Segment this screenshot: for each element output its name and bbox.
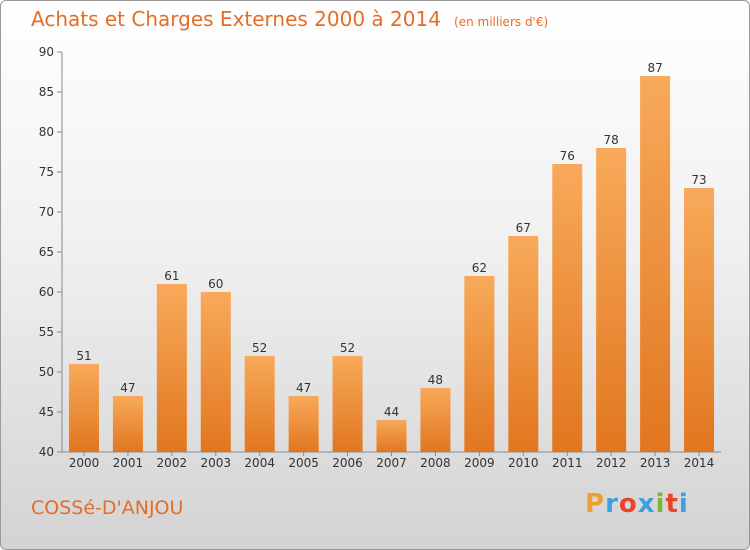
y-tick-label: 75 xyxy=(39,165,54,179)
proxiti-logo: Proxiti xyxy=(585,489,689,519)
y-tick-label: 70 xyxy=(39,205,54,219)
x-tick-label-2011: 2011 xyxy=(552,456,583,470)
x-tick-label-2007: 2007 xyxy=(376,456,407,470)
x-tick-label-2003: 2003 xyxy=(200,456,231,470)
bar-2010 xyxy=(508,236,539,452)
data-label-2010: 67 xyxy=(516,221,531,235)
logo-letter: t xyxy=(665,489,679,519)
logo-letter: i xyxy=(655,489,666,519)
x-tick-label-2004: 2004 xyxy=(244,456,275,470)
x-tick-label-2002: 2002 xyxy=(157,456,188,470)
x-tick-label-2008: 2008 xyxy=(420,456,451,470)
bar-2008 xyxy=(420,388,451,452)
data-label-2000: 51 xyxy=(76,349,91,363)
y-tick-label: 55 xyxy=(39,325,54,339)
bar-2011 xyxy=(552,164,583,452)
logo-letter: P xyxy=(585,489,606,519)
data-label-2003: 60 xyxy=(208,277,223,291)
x-tick-label-2006: 2006 xyxy=(332,456,363,470)
data-label-2006: 52 xyxy=(340,341,355,355)
bar-2009 xyxy=(464,276,495,452)
x-tick-label-2012: 2012 xyxy=(596,456,627,470)
y-tick-label: 50 xyxy=(39,365,54,379)
bar-2001 xyxy=(112,396,143,452)
chart-unit: (en milliers d'€) xyxy=(454,15,549,29)
data-label-2013: 87 xyxy=(647,61,662,75)
y-tick-label: 65 xyxy=(39,245,54,259)
x-tick-label-2014: 2014 xyxy=(684,456,715,470)
x-tick-label-2001: 2001 xyxy=(113,456,144,470)
y-tick-label: 60 xyxy=(39,285,54,299)
y-tick-label: 40 xyxy=(39,445,54,459)
bar-2013 xyxy=(640,76,671,452)
x-tick-label-2000: 2000 xyxy=(69,456,100,470)
bar-2006 xyxy=(332,356,363,452)
chart-title-block: Achats et Charges Externes 2000 à 2014 (… xyxy=(31,7,548,31)
y-tick-label: 45 xyxy=(39,405,54,419)
logo-letter: o xyxy=(618,489,638,519)
bar-2002 xyxy=(156,284,187,452)
bar-2014 xyxy=(684,188,715,452)
data-label-2012: 78 xyxy=(604,133,619,147)
data-label-2009: 62 xyxy=(472,261,487,275)
logo-letter: i xyxy=(678,489,689,519)
commune-name: COSSé-D'ANJOU xyxy=(31,497,184,519)
y-tick-label: 80 xyxy=(39,125,54,139)
data-label-2008: 48 xyxy=(428,373,443,387)
logo-letter: r xyxy=(605,489,619,519)
bar-2000 xyxy=(68,364,99,452)
data-label-2005: 47 xyxy=(296,381,311,395)
bar-2007 xyxy=(376,420,407,452)
data-label-2007: 44 xyxy=(384,405,399,419)
x-tick-label-2005: 2005 xyxy=(288,456,319,470)
x-tick-label-2010: 2010 xyxy=(508,456,539,470)
logo-letter: x xyxy=(637,489,656,519)
data-label-2002: 61 xyxy=(164,269,179,283)
bar-2005 xyxy=(288,396,319,452)
y-tick-label: 85 xyxy=(39,85,54,99)
x-tick-label-2009: 2009 xyxy=(464,456,495,470)
data-label-2001: 47 xyxy=(120,381,135,395)
data-label-2014: 73 xyxy=(691,173,706,187)
bar-2012 xyxy=(596,148,627,452)
chart-title: Achats et Charges Externes 2000 à 2014 xyxy=(31,7,441,31)
data-label-2004: 52 xyxy=(252,341,267,355)
bar-2003 xyxy=(200,292,231,452)
x-tick-label-2013: 2013 xyxy=(640,456,671,470)
bar-2004 xyxy=(244,356,275,452)
data-label-2011: 76 xyxy=(560,149,575,163)
y-tick-label: 90 xyxy=(39,45,54,59)
